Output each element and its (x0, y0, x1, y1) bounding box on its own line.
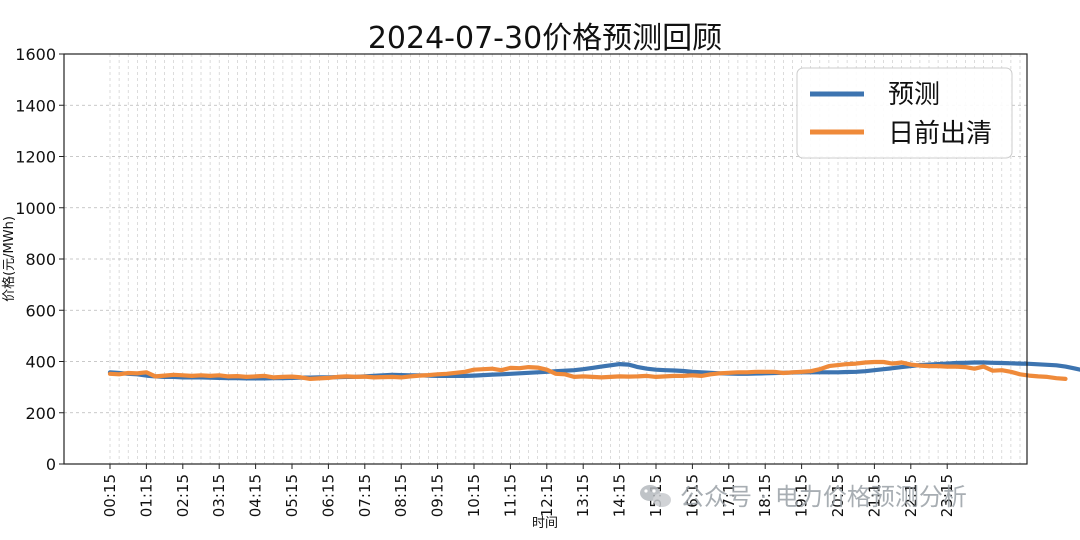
y-tick-label: 400 (25, 353, 56, 372)
x-tick-label: 10:15 (465, 474, 483, 517)
legend-label-forecast: 预测 (888, 80, 940, 110)
y-tick-label: 1600 (15, 45, 56, 64)
y-tick-label: 200 (25, 404, 56, 423)
series-layer (107, 359, 1080, 381)
x-tick-label: 06:15 (319, 474, 337, 517)
x-tick-label: 04:15 (247, 474, 265, 517)
x-tick-label: 08:15 (392, 474, 410, 517)
x-tick-label: 13:15 (574, 474, 592, 517)
legend: 预测 日前出清 (796, 67, 1013, 159)
x-tick-label: 18:15 (756, 474, 774, 517)
x-tick-label: 21:15 (865, 474, 883, 517)
x-tick-label: 19:15 (793, 474, 811, 517)
y-tick-label: 1400 (15, 96, 56, 115)
x-tick-label: 20:15 (829, 474, 847, 517)
legend-box (796, 67, 1013, 159)
wechat-icon (640, 485, 671, 507)
y-tick-label: 600 (25, 301, 56, 320)
x-tick-label: 05:15 (283, 474, 301, 517)
y-tick-label: 1200 (15, 148, 56, 167)
x-tick-label: 01:15 (137, 474, 155, 517)
legend-label-dayahead: 日前出清 (888, 119, 992, 149)
grid (64, 54, 1027, 464)
watermark-text: 公众号 · 电力价格预测分析 (680, 483, 967, 511)
x-tick-label: 07:15 (356, 474, 374, 517)
y-axis: 0 200 400 600 800 1000 1200 1400 1600 (15, 45, 64, 474)
chart-title: 2024-07-30价格预测回顾 (368, 21, 722, 56)
x-axis-label: 时间 (532, 516, 558, 531)
x-tick-label: 00:15 (101, 474, 119, 517)
y-tick-label: 800 (25, 250, 56, 269)
x-tick-label: 02:15 (174, 474, 192, 517)
x-tick-label: 17:15 (720, 474, 738, 517)
x-tick-label: 23:15 (938, 474, 956, 517)
watermark: 公众号 · 电力价格预测分析 (640, 483, 967, 511)
y-tick-label: 1000 (15, 199, 56, 218)
x-tick-label: 22:15 (902, 474, 920, 517)
y-tick-label: 0 (46, 455, 56, 474)
x-tick-label: 16:15 (683, 474, 701, 517)
y-axis-label: 价格(元/MWh) (1, 216, 17, 302)
x-tick-label: 11:15 (501, 474, 519, 517)
x-tick-label: 09:15 (429, 474, 447, 517)
series-line-dayahead (107, 359, 1068, 381)
x-tick-label: 12:15 (538, 474, 556, 517)
x-tick-label: 14:15 (611, 474, 629, 517)
x-tick-label: 03:15 (210, 474, 228, 517)
